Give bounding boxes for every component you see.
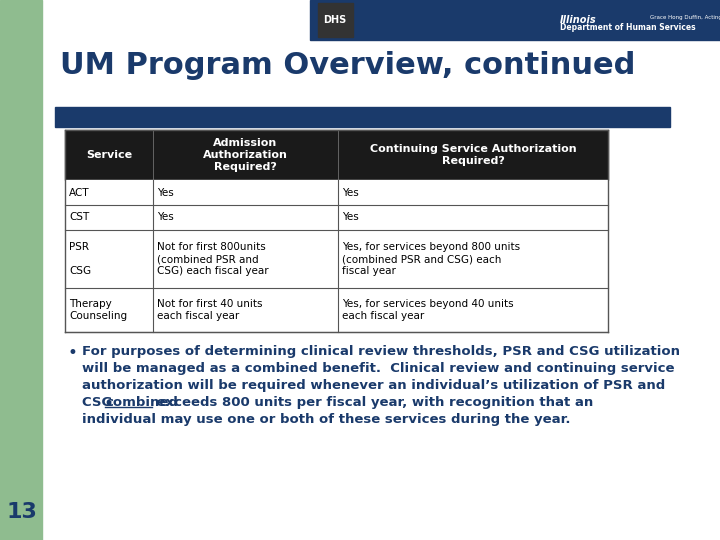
Text: Illinois: Illinois [560,15,597,25]
Text: ACT: ACT [69,187,89,198]
Text: Continuing Service Authorization
Required?: Continuing Service Authorization Require… [369,144,576,166]
Text: Not for first 40 units
each fiscal year: Not for first 40 units each fiscal year [157,299,263,321]
Text: For purposes of determining clinical review thresholds, PSR and CSG utilization: For purposes of determining clinical rev… [82,345,680,358]
Text: Yes: Yes [157,187,174,198]
Bar [0,0,42,540]
Bar [65,230,608,288]
Text: will be managed as a combined benefit.  Clinical review and continuing service: will be managed as a combined benefit. C… [82,362,675,375]
Text: 13: 13 [6,502,37,522]
Text: Grace Hong Duffin, Acting Secretary: Grace Hong Duffin, Acting Secretary [650,16,720,21]
Text: Not for first 800units
(combined PSR and
CSG) each fiscal year: Not for first 800units (combined PSR and… [157,242,269,275]
Text: authorization will be required whenever an individual’s utilization of PSR and: authorization will be required whenever … [82,379,665,392]
Text: Department of Human Services: Department of Human Services [560,24,696,32]
Text: Therapy
Counseling: Therapy Counseling [69,299,127,321]
Text: •: • [67,344,77,362]
Bar [65,288,608,332]
Text: Yes: Yes [342,187,359,198]
Bar [55,107,670,127]
Text: DHS: DHS [323,15,346,25]
Text: CSG: CSG [82,396,117,409]
Text: combined: combined [105,396,178,409]
Bar [65,130,608,180]
Text: Admission
Authorization
Required?: Admission Authorization Required? [203,138,288,172]
Text: PSR

CSG: PSR CSG [69,242,91,275]
Text: Service: Service [86,150,132,160]
Text: Yes: Yes [157,213,174,222]
Bar [65,180,608,205]
Text: Yes: Yes [342,213,359,222]
Text: exceeds 800 units per fiscal year, with recognition that an: exceeds 800 units per fiscal year, with … [152,396,593,409]
Text: individual may use one or both of these services during the year.: individual may use one or both of these … [82,413,570,426]
Bar [310,0,720,40]
Text: Yes, for services beyond 40 units
each fiscal year: Yes, for services beyond 40 units each f… [342,299,513,321]
Text: UM Program Overview, continued: UM Program Overview, continued [60,51,635,80]
Bar [65,205,608,230]
Text: CST: CST [69,213,89,222]
Text: Yes, for services beyond 800 units
(combined PSR and CSG) each
fiscal year: Yes, for services beyond 800 units (comb… [342,242,520,275]
Bar [318,3,353,37]
